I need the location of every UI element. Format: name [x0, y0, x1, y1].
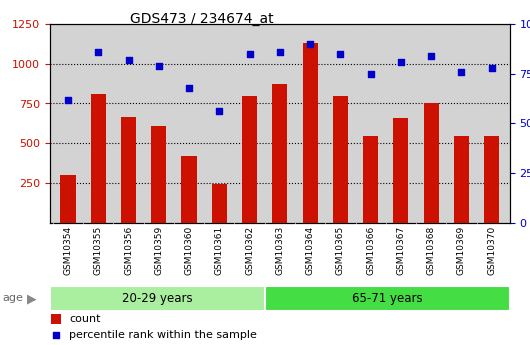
Text: GSM10363: GSM10363	[276, 226, 284, 275]
Point	[366, 71, 375, 77]
Text: GSM10354: GSM10354	[64, 226, 73, 275]
Bar	[151, 126, 166, 223]
Text: GSM10368: GSM10368	[427, 226, 436, 275]
Bar	[454, 136, 469, 223]
Text: GSM10367: GSM10367	[396, 226, 405, 275]
Point	[155, 63, 163, 69]
Text: GSM10366: GSM10366	[366, 226, 375, 275]
Point	[396, 59, 405, 65]
Bar	[303, 43, 317, 223]
Bar	[91, 94, 106, 223]
Point	[336, 51, 344, 57]
Text: GSM10355: GSM10355	[94, 226, 103, 275]
Point	[185, 85, 193, 90]
Text: 65-71 years: 65-71 years	[352, 292, 422, 305]
Bar	[363, 136, 378, 223]
Text: GSM10359: GSM10359	[154, 226, 163, 275]
Point	[457, 69, 466, 75]
Point	[488, 65, 496, 71]
Text: GSM10356: GSM10356	[124, 226, 133, 275]
Bar	[242, 96, 257, 223]
Point	[427, 53, 436, 59]
Bar	[51, 314, 61, 324]
Point	[276, 49, 284, 55]
Text: GSM10361: GSM10361	[215, 226, 224, 275]
Point	[215, 109, 224, 114]
Bar	[393, 118, 409, 223]
Text: GSM10360: GSM10360	[184, 226, 193, 275]
Point	[245, 51, 254, 57]
Text: GSM10370: GSM10370	[487, 226, 496, 275]
Text: GSM10365: GSM10365	[336, 226, 345, 275]
Text: GSM10364: GSM10364	[306, 226, 315, 275]
Bar	[423, 104, 439, 223]
Point	[64, 97, 72, 102]
Point	[306, 41, 314, 47]
Text: GDS473 / 234674_at: GDS473 / 234674_at	[130, 12, 273, 26]
Bar	[181, 156, 197, 223]
Bar	[121, 117, 136, 223]
Text: GSM10369: GSM10369	[457, 226, 466, 275]
Point	[52, 332, 60, 337]
Bar	[333, 96, 348, 223]
Text: GSM10362: GSM10362	[245, 226, 254, 275]
Bar	[272, 85, 287, 223]
Point	[124, 57, 132, 62]
Bar	[50, 286, 264, 310]
Bar	[484, 136, 499, 223]
Bar	[264, 286, 510, 310]
Point	[94, 49, 102, 55]
Text: count: count	[69, 314, 101, 324]
Text: percentile rank within the sample: percentile rank within the sample	[69, 330, 257, 340]
Bar	[212, 184, 227, 223]
Text: 20-29 years: 20-29 years	[122, 292, 192, 305]
Bar	[60, 175, 76, 223]
Text: age: age	[3, 294, 23, 303]
Text: ▶: ▶	[26, 292, 36, 305]
